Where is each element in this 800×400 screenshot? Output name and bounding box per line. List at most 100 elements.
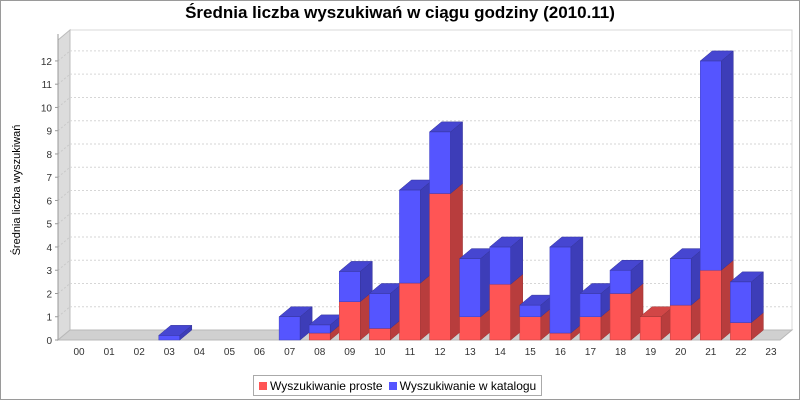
gridline-side bbox=[57, 166, 71, 178]
bar-catalog-21 bbox=[700, 60, 722, 271]
y-tick-label: 4 bbox=[46, 243, 52, 254]
y-tick-label: 1 bbox=[46, 313, 52, 324]
gridline-side bbox=[57, 236, 71, 248]
bar-top-catalog-16 bbox=[549, 236, 584, 248]
bar-catalog-11 bbox=[399, 189, 421, 284]
legend-swatch-simple bbox=[259, 381, 267, 390]
legend-label-simple: Wyszukiwanie proste bbox=[270, 378, 383, 393]
bar-simple-17 bbox=[579, 316, 602, 341]
bar-catalog-10 bbox=[369, 293, 391, 329]
x-tick-label: 06 bbox=[254, 347, 266, 358]
bar-simple-20 bbox=[669, 304, 692, 341]
y-tick-label: 7 bbox=[46, 173, 52, 184]
y-tick-label: 2 bbox=[46, 289, 52, 300]
x-tick-label: 10 bbox=[374, 347, 386, 358]
x-tick-label: 03 bbox=[164, 347, 176, 358]
plot-left-wall bbox=[57, 28, 71, 342]
bar-top-catalog-21 bbox=[699, 50, 734, 62]
y-tick-label: 6 bbox=[46, 196, 52, 207]
y-tick-label: 3 bbox=[46, 266, 52, 277]
legend-swatch-catalog bbox=[388, 381, 397, 390]
legend-label-catalog: Wyszukiwanie w katalogu bbox=[399, 378, 537, 393]
y-tick-label: 0 bbox=[46, 336, 52, 347]
bar-simple-22 bbox=[730, 322, 752, 341]
gridline-side bbox=[57, 97, 71, 108]
bar-catalog-07 bbox=[278, 316, 301, 341]
gridline-side bbox=[57, 259, 71, 271]
y-tick-label: 8 bbox=[46, 150, 52, 161]
bar-side-catalog-12 bbox=[450, 121, 463, 195]
gridline-side bbox=[57, 50, 71, 62]
y-tick-label: 11 bbox=[42, 80, 53, 91]
bar-top-catalog-03 bbox=[158, 325, 193, 336]
x-tick-label: 02 bbox=[134, 347, 146, 358]
x-tick-label: 17 bbox=[585, 347, 597, 358]
bar-top-catalog-22 bbox=[729, 271, 765, 283]
bar-top-catalog-14 bbox=[489, 236, 524, 248]
bar-top-catalog-07 bbox=[278, 306, 313, 317]
x-tick-label: 12 bbox=[434, 347, 446, 358]
y-tick-label: 5 bbox=[46, 220, 52, 231]
bar-catalog-16 bbox=[549, 246, 572, 334]
gridline-side bbox=[57, 120, 71, 132]
bar-catalog-14 bbox=[489, 246, 511, 285]
y-tick-label: 9 bbox=[46, 127, 52, 138]
bar-catalog-09 bbox=[339, 271, 361, 302]
bar-simple-09 bbox=[339, 301, 361, 341]
bar-simple-13 bbox=[459, 316, 481, 341]
bar-catalog-12 bbox=[429, 131, 451, 194]
x-tick-label: 11 bbox=[405, 347, 416, 358]
x-tick-label: 13 bbox=[465, 347, 477, 358]
legend-item-catalog: Wyszukiwanie w katalogu bbox=[388, 378, 537, 393]
bar-simple-16 bbox=[549, 332, 572, 341]
bar-catalog-15 bbox=[519, 304, 542, 317]
bar-catalog-20 bbox=[669, 258, 692, 306]
bar-simple-19 bbox=[639, 316, 662, 341]
bar-catalog-03 bbox=[158, 335, 181, 341]
bar-simple-15 bbox=[519, 316, 542, 341]
x-tick-label: 14 bbox=[495, 347, 507, 358]
gridline-side bbox=[57, 143, 71, 155]
x-tick-label: 05 bbox=[224, 347, 236, 358]
bar-catalog-22 bbox=[730, 281, 752, 323]
x-tick-label: 09 bbox=[344, 347, 356, 358]
x-tick-label: 23 bbox=[765, 347, 777, 358]
bar-simple-14 bbox=[489, 283, 511, 341]
gridline-side bbox=[57, 190, 71, 201]
bar-simple-10 bbox=[369, 328, 391, 341]
chart-title: Średnia liczba wyszukiwań w ciągu godzin… bbox=[185, 3, 615, 22]
x-tick-label: 20 bbox=[675, 347, 687, 358]
bar-simple-12 bbox=[429, 193, 451, 341]
x-tick-label: 15 bbox=[525, 347, 537, 358]
x-tick-label: 19 bbox=[645, 347, 657, 358]
bar-simple-21 bbox=[700, 269, 722, 341]
bar-simple-18 bbox=[609, 293, 632, 341]
y-tick-label: 12 bbox=[41, 57, 53, 68]
bar-top-catalog-18 bbox=[609, 259, 644, 271]
bar-top-catalog-12 bbox=[428, 121, 464, 133]
bar-catalog-08 bbox=[308, 324, 331, 334]
bar-catalog-18 bbox=[609, 269, 632, 294]
bar-top-catalog-09 bbox=[338, 261, 373, 272]
bar-side-catalog-21 bbox=[721, 50, 734, 271]
bar-simple-08 bbox=[308, 332, 331, 341]
x-tick-label: 08 bbox=[314, 347, 326, 358]
x-tick-label: 01 bbox=[104, 347, 116, 358]
gridline-side bbox=[57, 306, 71, 318]
bar-simple-11 bbox=[399, 282, 421, 341]
gridline-side bbox=[57, 73, 71, 85]
y-axis-label: Średnia liczba wyszukiwań bbox=[10, 125, 23, 256]
x-tick-label: 04 bbox=[194, 347, 206, 358]
x-tick-label: 00 bbox=[73, 347, 85, 358]
x-tick-label: 21 bbox=[705, 347, 717, 358]
x-tick-label: 22 bbox=[735, 347, 747, 358]
legend-item-simple: Wyszukiwanie proste bbox=[259, 379, 383, 393]
gridline-side bbox=[57, 283, 71, 294]
bar-catalog-13 bbox=[459, 258, 481, 317]
gridline-side bbox=[57, 213, 71, 225]
x-tick-label: 18 bbox=[615, 347, 627, 358]
bar-catalog-17 bbox=[579, 293, 602, 317]
x-tick-label: 07 bbox=[284, 347, 296, 358]
x-tick-label: 16 bbox=[555, 347, 567, 358]
